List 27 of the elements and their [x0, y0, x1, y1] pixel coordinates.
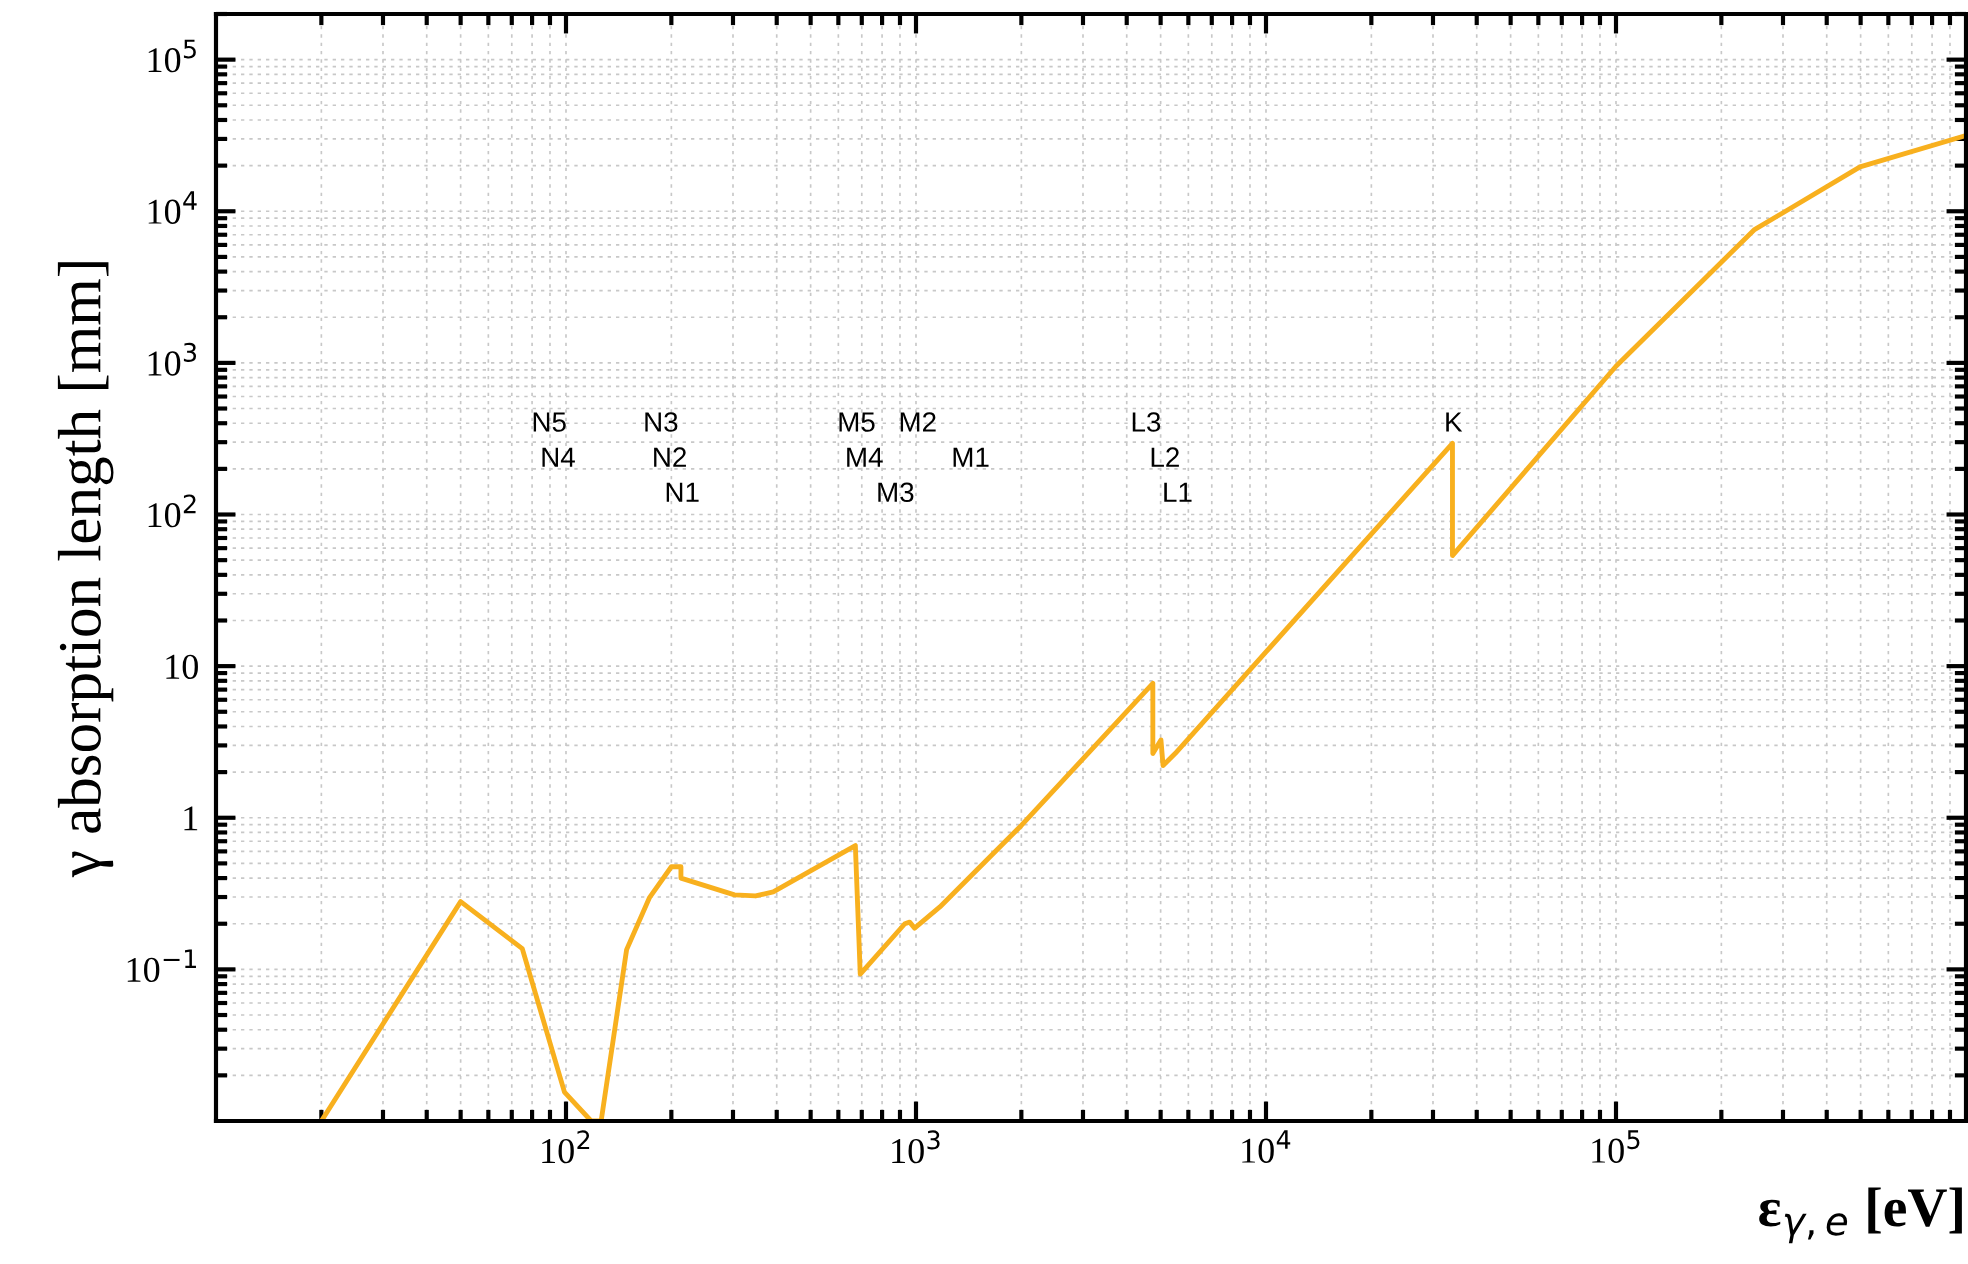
annotation: L2: [1151, 447, 1179, 467]
y-tick-label: 10$^{2}$: [148, 494, 196, 528]
annotation: N5: [533, 412, 566, 432]
y-tick-label: 10$^{5}$: [148, 39, 196, 73]
annotation: M5: [839, 412, 875, 432]
y-tick-label: 10$^{4}$: [148, 191, 197, 224]
annotation: L1: [1164, 482, 1192, 502]
x-axis-title: ε$_{γ,e}$ [eV]: [1759, 1187, 1962, 1244]
y-tick-label: 1: [184, 806, 198, 831]
annotation: K: [1446, 412, 1463, 432]
x-tick-label: 10$^{4}$: [1242, 1130, 1291, 1163]
annotation: N3: [645, 412, 678, 432]
x-tick-label: 10$^{5}$: [1592, 1130, 1640, 1163]
annotation: M1: [953, 447, 989, 467]
annotation: M4: [847, 447, 883, 467]
annotation: N1: [666, 482, 699, 502]
annotation: N2: [654, 447, 686, 467]
y-tick-label: 10: [166, 654, 198, 680]
y-tick-label: 10$^{−1}$: [127, 949, 196, 983]
annotation: M3: [878, 482, 914, 503]
x-tick-label: 10$^{3}$: [892, 1130, 940, 1164]
annotation: L3: [1132, 412, 1161, 432]
x-tick-label: 10$^{2}$: [542, 1130, 590, 1164]
y-axis-title: γ absorption length [mm]: [57, 262, 114, 878]
y-tick-label: 10$^{3}$: [148, 342, 197, 376]
annotation: N4: [542, 447, 575, 467]
annotation: M2: [900, 412, 936, 432]
